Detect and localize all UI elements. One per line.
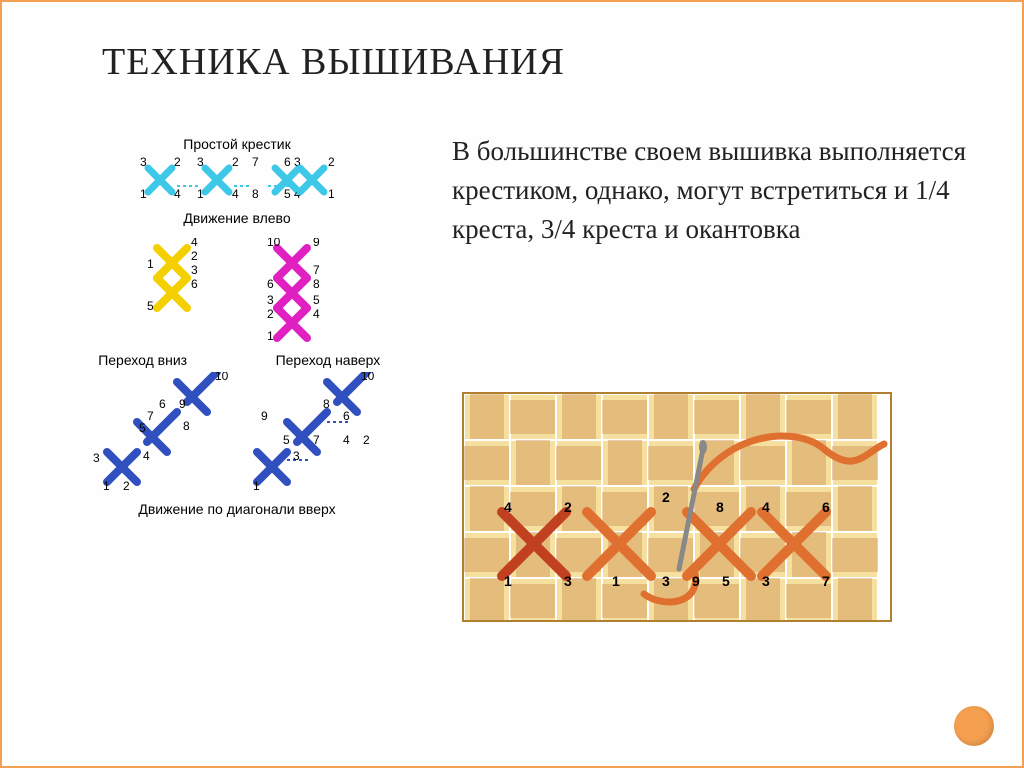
svg-text:6: 6 [267, 277, 274, 291]
label-diag-up: Движение по диагонали вверх [52, 501, 422, 517]
svg-text:1: 1 [103, 479, 110, 493]
svg-text:4: 4 [313, 307, 320, 321]
svg-text:10: 10 [267, 238, 281, 249]
svg-text:5: 5 [284, 187, 291, 201]
svg-text:6: 6 [284, 156, 291, 169]
svg-text:1: 1 [612, 573, 620, 589]
svg-text:5: 5 [283, 433, 290, 447]
svg-text:1: 1 [328, 187, 335, 201]
svg-text:5: 5 [722, 573, 730, 589]
svg-text:3: 3 [564, 573, 572, 589]
svg-text:2: 2 [191, 249, 198, 263]
svg-text:6: 6 [159, 397, 166, 411]
svg-text:5: 5 [139, 421, 146, 435]
svg-text:8: 8 [313, 277, 320, 291]
svg-text:1: 1 [140, 187, 147, 201]
svg-text:4: 4 [504, 499, 512, 515]
svg-text:3: 3 [93, 451, 100, 465]
canvas-stitch-diagram: 42284613139537 [462, 392, 892, 622]
svg-text:1: 1 [253, 479, 260, 493]
svg-text:10: 10 [215, 372, 229, 383]
svg-text:9: 9 [692, 573, 700, 589]
diagram-diag-right: 9 10 86 5 7 42 3 1 [237, 372, 387, 497]
svg-text:7: 7 [313, 433, 320, 447]
svg-text:2: 2 [267, 307, 274, 321]
svg-text:4: 4 [343, 433, 350, 447]
svg-text:2: 2 [328, 156, 335, 169]
svg-text:5: 5 [147, 299, 154, 313]
diagram-diag-left: 3 5769 10 12 4 8 [87, 372, 237, 497]
svg-text:3: 3 [662, 573, 670, 589]
svg-text:4: 4 [762, 499, 770, 515]
svg-text:7: 7 [252, 156, 259, 169]
svg-text:8: 8 [323, 397, 330, 411]
svg-text:9: 9 [313, 238, 320, 249]
body-paragraph: В большинстве своем вышивка выполняется … [452, 132, 982, 249]
svg-text:3: 3 [191, 263, 198, 277]
svg-text:8: 8 [252, 187, 259, 201]
svg-text:9: 9 [179, 397, 186, 411]
svg-text:3: 3 [267, 293, 274, 307]
svg-text:9: 9 [261, 409, 268, 423]
svg-text:4: 4 [191, 238, 198, 249]
svg-text:3: 3 [140, 156, 147, 169]
svg-text:1: 1 [504, 573, 512, 589]
svg-text:4: 4 [174, 187, 181, 201]
svg-text:3: 3 [293, 449, 300, 463]
diagram-simple-cross: 3214321476328541 [132, 156, 342, 206]
svg-text:4: 4 [143, 449, 150, 463]
svg-text:2: 2 [123, 479, 130, 493]
svg-text:6: 6 [343, 409, 350, 423]
label-simple-cross: Простой крестик [52, 136, 422, 152]
diagram-move-up: 10 9 7 6 8 3 5 2 4 1 [267, 238, 327, 348]
svg-text:7: 7 [822, 573, 830, 589]
svg-text:3: 3 [197, 156, 204, 169]
svg-text:5: 5 [313, 293, 320, 307]
label-move-down: Переход вниз [52, 352, 233, 368]
svg-text:3: 3 [762, 573, 770, 589]
svg-text:7: 7 [313, 263, 320, 277]
label-move-left: Движение влево [52, 210, 422, 226]
svg-text:6: 6 [822, 499, 830, 515]
svg-text:2: 2 [363, 433, 370, 447]
decorative-dot [954, 706, 994, 746]
stitch-diagrams: Простой крестик 3214321476328541 Движени… [52, 132, 422, 521]
svg-text:6: 6 [191, 277, 198, 291]
svg-text:1: 1 [267, 329, 274, 343]
svg-text:7: 7 [147, 409, 154, 423]
svg-text:1: 1 [197, 187, 204, 201]
svg-text:8: 8 [183, 419, 190, 433]
svg-text:2: 2 [564, 499, 572, 515]
svg-text:2: 2 [232, 156, 239, 169]
page-title: ТЕХНИКА ВЫШИВАНИЯ [102, 40, 565, 84]
svg-text:8: 8 [716, 499, 724, 515]
label-move-up: Переход наверх [237, 352, 418, 368]
svg-text:2: 2 [662, 489, 670, 505]
svg-text:1: 1 [147, 257, 154, 271]
svg-text:4: 4 [232, 187, 239, 201]
svg-text:2: 2 [174, 156, 181, 169]
diagram-move-down: 42 1 36 5 [147, 238, 207, 348]
svg-text:10: 10 [361, 372, 375, 383]
